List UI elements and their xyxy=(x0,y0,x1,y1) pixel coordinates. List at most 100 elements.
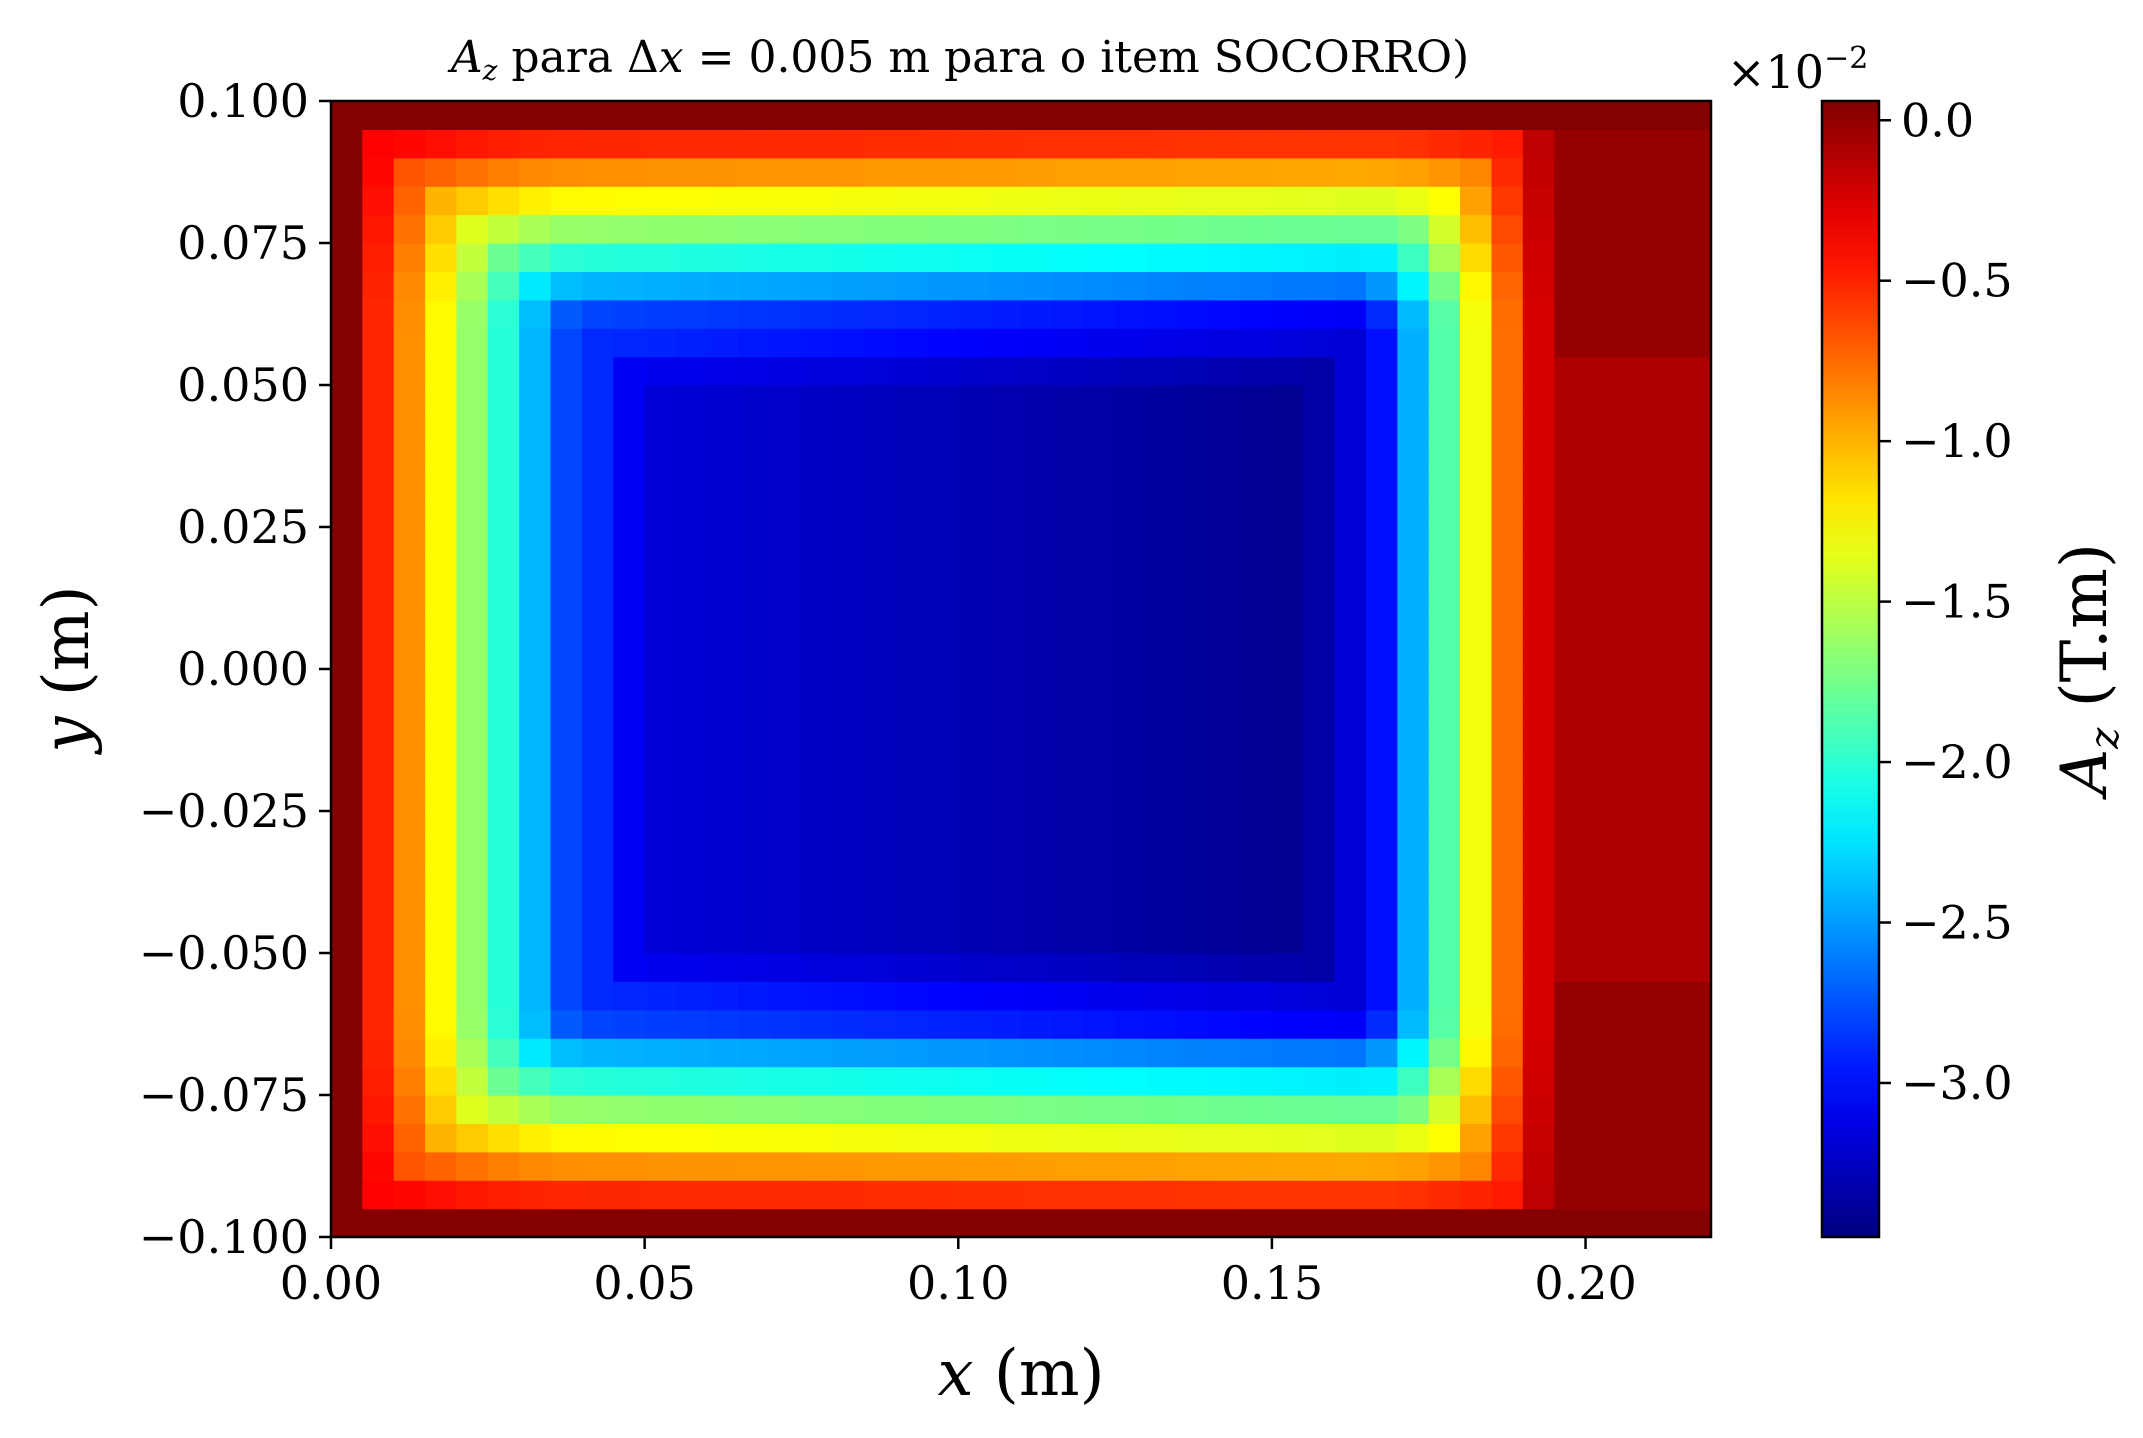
heatmap-cell xyxy=(425,953,458,982)
heatmap-cell xyxy=(738,413,771,443)
heatmap-cell xyxy=(1366,782,1398,812)
heatmap-cell xyxy=(550,157,583,187)
heatmap-cell xyxy=(989,214,1022,244)
heatmap-cell xyxy=(801,725,834,755)
heatmap-cell xyxy=(1271,413,1304,443)
heatmap-cell xyxy=(770,1180,803,1210)
heatmap-cell xyxy=(550,356,583,386)
heatmap-cell xyxy=(1303,924,1336,954)
heatmap-cell xyxy=(1428,157,1461,187)
heatmap-cell xyxy=(1334,612,1367,642)
heatmap-cell xyxy=(1083,498,1116,528)
heatmap-cell xyxy=(1460,101,1493,130)
heatmap-cell xyxy=(1616,782,1649,812)
heatmap-cell xyxy=(519,328,552,358)
heatmap-cell xyxy=(1491,441,1524,471)
heatmap-cell xyxy=(958,1038,991,1068)
heatmap-cell xyxy=(331,1009,363,1039)
heatmap-cell xyxy=(958,953,991,982)
heatmap-cell xyxy=(519,243,552,272)
heatmap-cell xyxy=(1083,867,1116,897)
heatmap-cell xyxy=(581,1180,614,1210)
heatmap-cell xyxy=(1334,782,1367,812)
heatmap-cell xyxy=(1679,1009,1712,1039)
heatmap-cell xyxy=(1083,640,1116,670)
heatmap-cell xyxy=(1616,186,1649,216)
heatmap-cell xyxy=(1271,1066,1304,1096)
heatmap-cell xyxy=(393,1123,426,1153)
heatmap-cell xyxy=(1397,299,1430,329)
heatmap-cell xyxy=(581,385,614,414)
heatmap-cell xyxy=(1460,1009,1493,1039)
heatmap-cell xyxy=(581,1208,614,1238)
heatmap-cell xyxy=(581,1095,614,1124)
heatmap-cell xyxy=(895,583,928,613)
heatmap-cell xyxy=(1554,640,1587,670)
heatmap-cell xyxy=(676,1151,708,1181)
heatmap-cell xyxy=(1303,299,1336,329)
colorbar-tick-label: −1.5 xyxy=(1901,575,2013,629)
heatmap-cell xyxy=(1554,299,1587,329)
heatmap-cell xyxy=(644,640,677,670)
heatmap-cell xyxy=(1209,413,1242,443)
heatmap-cell xyxy=(958,413,991,443)
heatmap-cell xyxy=(1397,896,1430,926)
heatmap-cell xyxy=(864,1095,897,1124)
heatmap-cell xyxy=(1177,214,1210,244)
heatmap-cell xyxy=(1083,157,1116,187)
heatmap-cell xyxy=(1366,470,1398,500)
heatmap-cell xyxy=(644,697,677,727)
heatmap-cell xyxy=(393,243,426,272)
heatmap-cell xyxy=(864,271,897,301)
heatmap-cell xyxy=(393,1151,426,1181)
heatmap-cell xyxy=(1522,924,1555,954)
heatmap-cell xyxy=(738,1095,771,1124)
heatmap-cell xyxy=(456,1095,489,1124)
heatmap-cell xyxy=(1052,101,1085,130)
heatmap-cell xyxy=(1021,953,1053,982)
heatmap-cell xyxy=(1648,1095,1681,1124)
heatmap-cell xyxy=(425,385,458,414)
heatmap-cell xyxy=(331,896,363,926)
heatmap-cell xyxy=(1209,101,1242,130)
heatmap-cell xyxy=(1366,527,1398,556)
heatmap-cell xyxy=(1115,612,1148,642)
heatmap-cell xyxy=(1460,640,1493,670)
heatmap-cell xyxy=(1146,981,1179,1011)
heatmap-cell xyxy=(864,981,897,1011)
colorbar-tick-label: −2.5 xyxy=(1901,896,2013,950)
heatmap-cell xyxy=(1491,555,1524,585)
heatmap-cell xyxy=(1585,101,1618,130)
heatmap-cell xyxy=(425,214,458,244)
heatmap-cell xyxy=(550,1095,583,1124)
heatmap-cell xyxy=(801,782,834,812)
heatmap-cell xyxy=(456,1038,489,1068)
heatmap-cell xyxy=(1177,725,1210,755)
heatmap-cell xyxy=(1397,328,1430,358)
heatmap-cell xyxy=(1554,271,1587,301)
heatmap-cell xyxy=(989,953,1022,982)
heatmap-cell xyxy=(895,1208,928,1238)
heatmap-cell xyxy=(989,867,1022,897)
heatmap-cell xyxy=(1679,697,1712,727)
heatmap-cell xyxy=(425,299,458,329)
heatmap-cell xyxy=(1334,328,1367,358)
heatmap-cell xyxy=(989,1180,1022,1210)
heatmap-cell xyxy=(1460,981,1493,1011)
heatmap-cell xyxy=(613,1180,646,1210)
heatmap-cell xyxy=(1177,612,1210,642)
heatmap-cell xyxy=(864,754,897,784)
heatmap-cell xyxy=(581,328,614,358)
heatmap-cell xyxy=(770,243,803,272)
heatmap-cell xyxy=(1209,271,1242,301)
heatmap-cell xyxy=(1648,328,1681,358)
heatmap-cell xyxy=(456,470,489,500)
heatmap-cell xyxy=(456,612,489,642)
heatmap-cell xyxy=(393,1066,426,1096)
heatmap-cell xyxy=(864,1009,897,1039)
heatmap-cell xyxy=(1177,1009,1210,1039)
heatmap-cell xyxy=(801,1151,834,1181)
heatmap-cell xyxy=(1240,754,1273,784)
heatmap-cell xyxy=(989,101,1022,130)
heatmap-cell xyxy=(1271,441,1304,471)
